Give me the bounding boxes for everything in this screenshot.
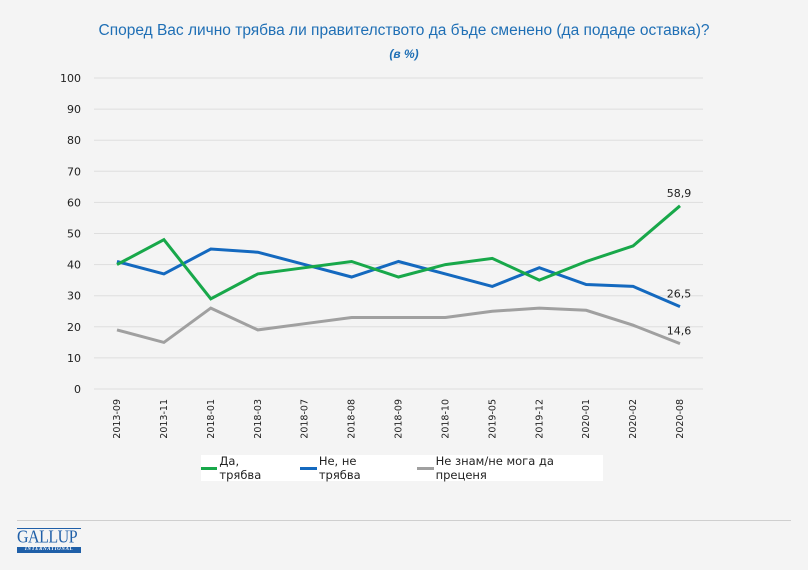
legend-label-dont-know: Не знам/не мога да преценя	[435, 454, 554, 482]
x-tick-label: 2018-10	[440, 399, 451, 439]
gallup-international-logo: GALLUP INTERNATIONAL	[17, 528, 83, 553]
x-tick-label: 2018-07	[300, 399, 311, 439]
logo-subtext: INTERNATIONAL	[17, 547, 81, 553]
data-label: 26,5	[667, 288, 692, 301]
x-tick-label: 2020-02	[628, 399, 639, 439]
legend-item-dont-know: Не знам/не мога да преценя	[417, 454, 603, 482]
x-tick-label: 2018-01	[206, 399, 217, 439]
y-tick-label: 50	[67, 228, 81, 241]
y-tick-label: 0	[74, 383, 81, 396]
x-tick-label: 2013-11	[159, 399, 170, 439]
y-tick-label: 80	[67, 134, 81, 147]
x-tick-label: 2013-09	[112, 399, 123, 439]
data-label: 58,9	[667, 187, 692, 200]
x-tick-label: 2018-08	[347, 399, 358, 439]
y-tick-label: 20	[67, 321, 81, 334]
chart-subtitle: (в %)	[389, 47, 419, 61]
legend-item-yes: Да, трябва	[201, 454, 282, 482]
y-tick-label: 90	[67, 103, 81, 116]
x-tick-label: 2020-08	[675, 399, 686, 439]
x-tick-label: 2019-05	[487, 399, 498, 439]
data-label: 14,6	[667, 325, 692, 338]
x-tick-label: 2018-09	[394, 399, 405, 439]
y-tick-label: 10	[67, 352, 81, 365]
footer-divider	[17, 520, 791, 521]
legend-label-yes: Да, трябва	[219, 454, 262, 482]
legend-label-no: Не, не трябва	[318, 454, 361, 482]
y-tick-label: 60	[67, 196, 81, 209]
x-tick-label: 2018-03	[253, 399, 264, 439]
series-line-2	[116, 306, 681, 345]
line-chart: 0 10 20 30 40 50 60 70 80 90 100 2013-09 2013-11 2018…	[60, 72, 703, 439]
legend-swatch-no	[300, 466, 317, 470]
y-tick-label: 100	[60, 72, 81, 85]
y-tick-label: 40	[67, 259, 81, 272]
logo-bar	[17, 528, 81, 529]
x-tick-label: 2020-01	[581, 399, 592, 439]
chart-title: Според Вас лично трябва ли правителствот…	[98, 22, 710, 39]
x-tick-label: 2019-12	[534, 399, 545, 439]
legend-item-no: Не, не трябва	[300, 454, 399, 482]
legend-swatch-dont-know	[417, 466, 434, 470]
legend-swatch-yes	[201, 466, 218, 470]
y-tick-label: 30	[67, 290, 81, 303]
chart-legend: Да, трябва Не, не трябва Не знам/не мога…	[201, 454, 603, 482]
logo-text: GALLUP	[17, 527, 78, 548]
y-tick-label: 70	[67, 165, 81, 178]
